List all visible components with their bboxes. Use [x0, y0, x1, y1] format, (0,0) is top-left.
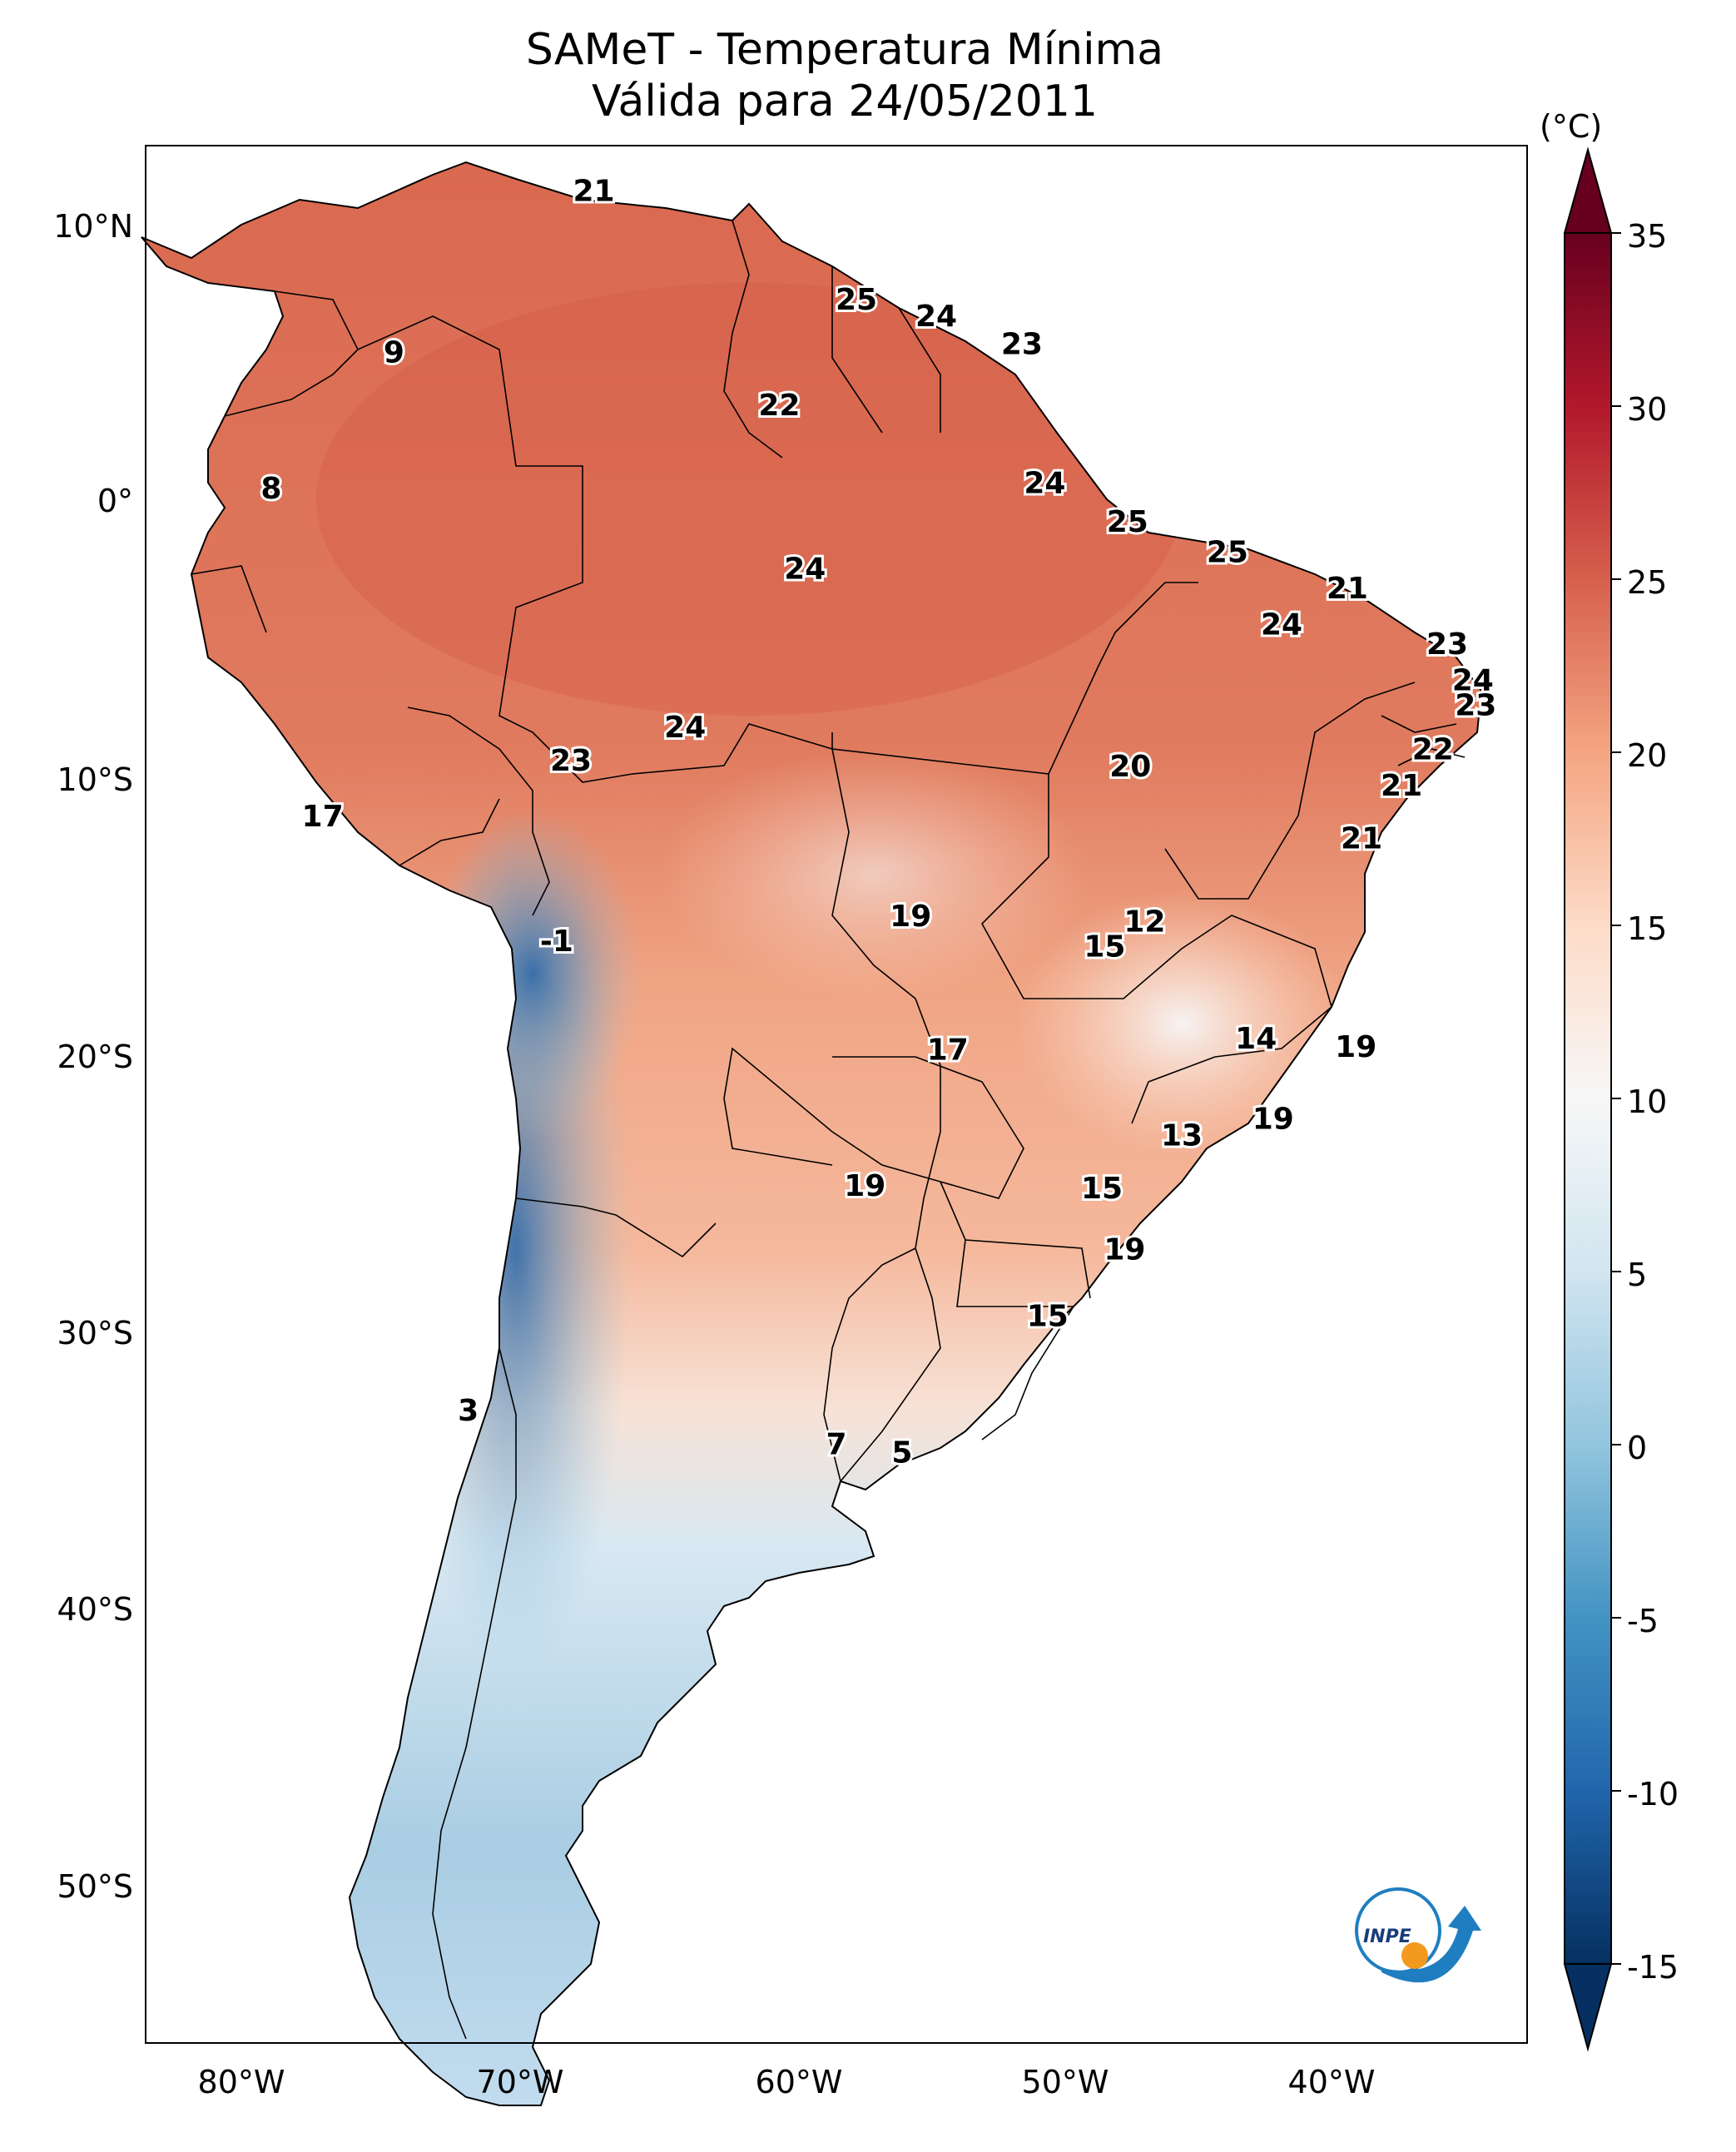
station-value-19: 22	[1412, 733, 1454, 767]
colorbar-top-arrow	[1563, 146, 1613, 234]
colorbar-body	[1564, 232, 1612, 1965]
station-value-28: 19	[1335, 1030, 1376, 1064]
coastline	[141, 161, 1483, 2106]
station-value-23: 12	[1123, 905, 1165, 940]
station-value-17: 23	[550, 744, 592, 778]
colorbar-tick-marks	[1611, 232, 1621, 1965]
amazon-warm-zone	[316, 283, 1182, 716]
station-value-6: 8	[260, 472, 281, 506]
plot-area-border	[145, 145, 1528, 2044]
cb-tick-5: 5	[1627, 1257, 1648, 1293]
station-value-8: 25	[1107, 505, 1148, 539]
colorbar	[1563, 146, 1621, 2052]
station-value-33: 15	[1081, 1172, 1123, 1206]
station-value-9: 24	[784, 553, 826, 587]
station-value-25: 15	[1084, 930, 1125, 964]
station-value-4: 23	[1001, 327, 1043, 361]
station-value-34: 19	[1104, 1233, 1145, 1267]
title-line-1: SAMeT - Temperatura Mínima	[525, 25, 1164, 75]
logo-sun-dot	[1401, 1942, 1428, 1969]
cb-tick-10: 10	[1627, 1083, 1668, 1120]
station-value-27: 14	[1235, 1022, 1277, 1056]
station-value-20: 21	[1381, 769, 1422, 803]
station-value-5: 22	[758, 389, 800, 423]
cb-tick-0: 0	[1627, 1430, 1648, 1466]
station-value-29: 17	[927, 1033, 969, 1067]
station-value-7: 24	[1024, 466, 1065, 500]
station-value-12: 24	[1261, 608, 1302, 642]
cb-tick-35: 35	[1627, 218, 1668, 255]
lat-label-10s: 10°S	[57, 761, 133, 798]
lat-label-50s: 50°S	[57, 1868, 133, 1905]
station-value-38: 5	[891, 1435, 912, 1470]
lon-label-50w: 50°W	[1021, 2064, 1109, 2100]
cb-tick-neg5: -5	[1627, 1603, 1659, 1639]
station-value-32: 19	[844, 1169, 885, 1203]
political-borders	[191, 220, 1466, 2040]
station-value-11: 21	[1327, 572, 1368, 606]
colorbar-bottom-arrow	[1563, 1963, 1613, 2052]
station-value-36: 3	[458, 1394, 479, 1428]
station-value-10: 25	[1207, 536, 1248, 570]
logo-text: INPE	[1363, 1926, 1411, 1947]
station-value-26: -1	[540, 925, 573, 959]
station-value-0: 21	[573, 175, 614, 209]
cb-tick-20: 20	[1627, 737, 1668, 774]
station-value-31: 13	[1161, 1119, 1203, 1153]
se-brazil-cool-zone	[1015, 890, 1348, 1157]
logo-swoosh	[1381, 1906, 1481, 1983]
cb-tick-neg10: -10	[1627, 1776, 1679, 1812]
lon-label-60w: 60°W	[755, 2064, 843, 2100]
cb-tick-25: 25	[1627, 564, 1668, 601]
central-brazil-cool-zone	[657, 749, 1090, 999]
inpe-logo: INPE	[1355, 1887, 1481, 1983]
temperature-field	[141, 162, 1481, 2105]
altiplano-cold-zone	[424, 807, 641, 1140]
lon-label-40w: 40°W	[1287, 2064, 1376, 2100]
cb-tick-30: 30	[1627, 391, 1668, 428]
cb-tick-neg15: -15	[1627, 1949, 1679, 1986]
station-value-1: 9	[384, 335, 404, 369]
station-value-14: 24	[1452, 663, 1494, 697]
station-value-2: 25	[836, 283, 877, 317]
station-value-30: 19	[1252, 1103, 1294, 1137]
cb-tick-15: 15	[1627, 910, 1668, 947]
colorbar-unit-label: (°C)	[1540, 108, 1603, 145]
station-value-22: 21	[1341, 822, 1382, 856]
station-value-16: 24	[664, 711, 706, 745]
station-value-37: 7	[826, 1427, 846, 1461]
lat-label-20s: 20°S	[57, 1039, 133, 1075]
station-value-13: 23	[1426, 627, 1468, 662]
station-value-15: 23	[1455, 688, 1496, 722]
lon-label-80w: 80°W	[197, 2064, 285, 2100]
station-value-24: 19	[890, 900, 931, 934]
lon-label-70w: 70°W	[476, 2064, 564, 2100]
title-line-2: Válida para 24/05/2011	[591, 77, 1099, 126]
station-value-18: 20	[1109, 750, 1151, 784]
lat-label-40s: 40°S	[57, 1591, 133, 1628]
station-value-35: 15	[1027, 1300, 1069, 1334]
map-title: SAMeT - Temperatura Mínima Válida para 2…	[0, 25, 1689, 126]
lat-label-10n: 10°N	[53, 208, 133, 245]
station-value-3: 24	[915, 300, 957, 334]
lat-label-30s: 30°S	[57, 1315, 133, 1351]
station-value-21: 17	[302, 800, 344, 834]
lat-label-0: 0°	[97, 483, 133, 519]
